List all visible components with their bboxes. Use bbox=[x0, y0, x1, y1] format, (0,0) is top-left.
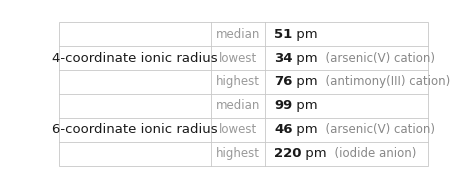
Text: median: median bbox=[216, 99, 260, 112]
Text: (iodide anion): (iodide anion) bbox=[327, 147, 417, 160]
Text: highest: highest bbox=[216, 76, 260, 89]
Text: (arsenic(V) cation): (arsenic(V) cation) bbox=[318, 123, 435, 136]
Text: 99: 99 bbox=[274, 99, 292, 112]
Text: 220: 220 bbox=[274, 147, 302, 160]
Text: median: median bbox=[216, 28, 260, 41]
Text: pm: pm bbox=[302, 147, 327, 160]
Text: 76: 76 bbox=[274, 76, 293, 89]
Text: 46: 46 bbox=[274, 123, 293, 136]
Text: pm: pm bbox=[293, 76, 318, 89]
Text: 6-coordinate ionic radius: 6-coordinate ionic radius bbox=[52, 123, 218, 136]
Text: highest: highest bbox=[216, 147, 260, 160]
Text: pm: pm bbox=[292, 28, 318, 41]
Text: pm: pm bbox=[292, 99, 318, 112]
Text: (antimony(III) cation): (antimony(III) cation) bbox=[318, 76, 450, 89]
Text: 34: 34 bbox=[274, 52, 293, 65]
Text: pm: pm bbox=[293, 52, 318, 65]
Text: (arsenic(V) cation): (arsenic(V) cation) bbox=[318, 52, 435, 65]
Text: lowest: lowest bbox=[219, 52, 257, 65]
Text: 51: 51 bbox=[274, 28, 292, 41]
Text: lowest: lowest bbox=[219, 123, 257, 136]
Text: 4-coordinate ionic radius: 4-coordinate ionic radius bbox=[52, 52, 218, 65]
Text: pm: pm bbox=[293, 123, 318, 136]
